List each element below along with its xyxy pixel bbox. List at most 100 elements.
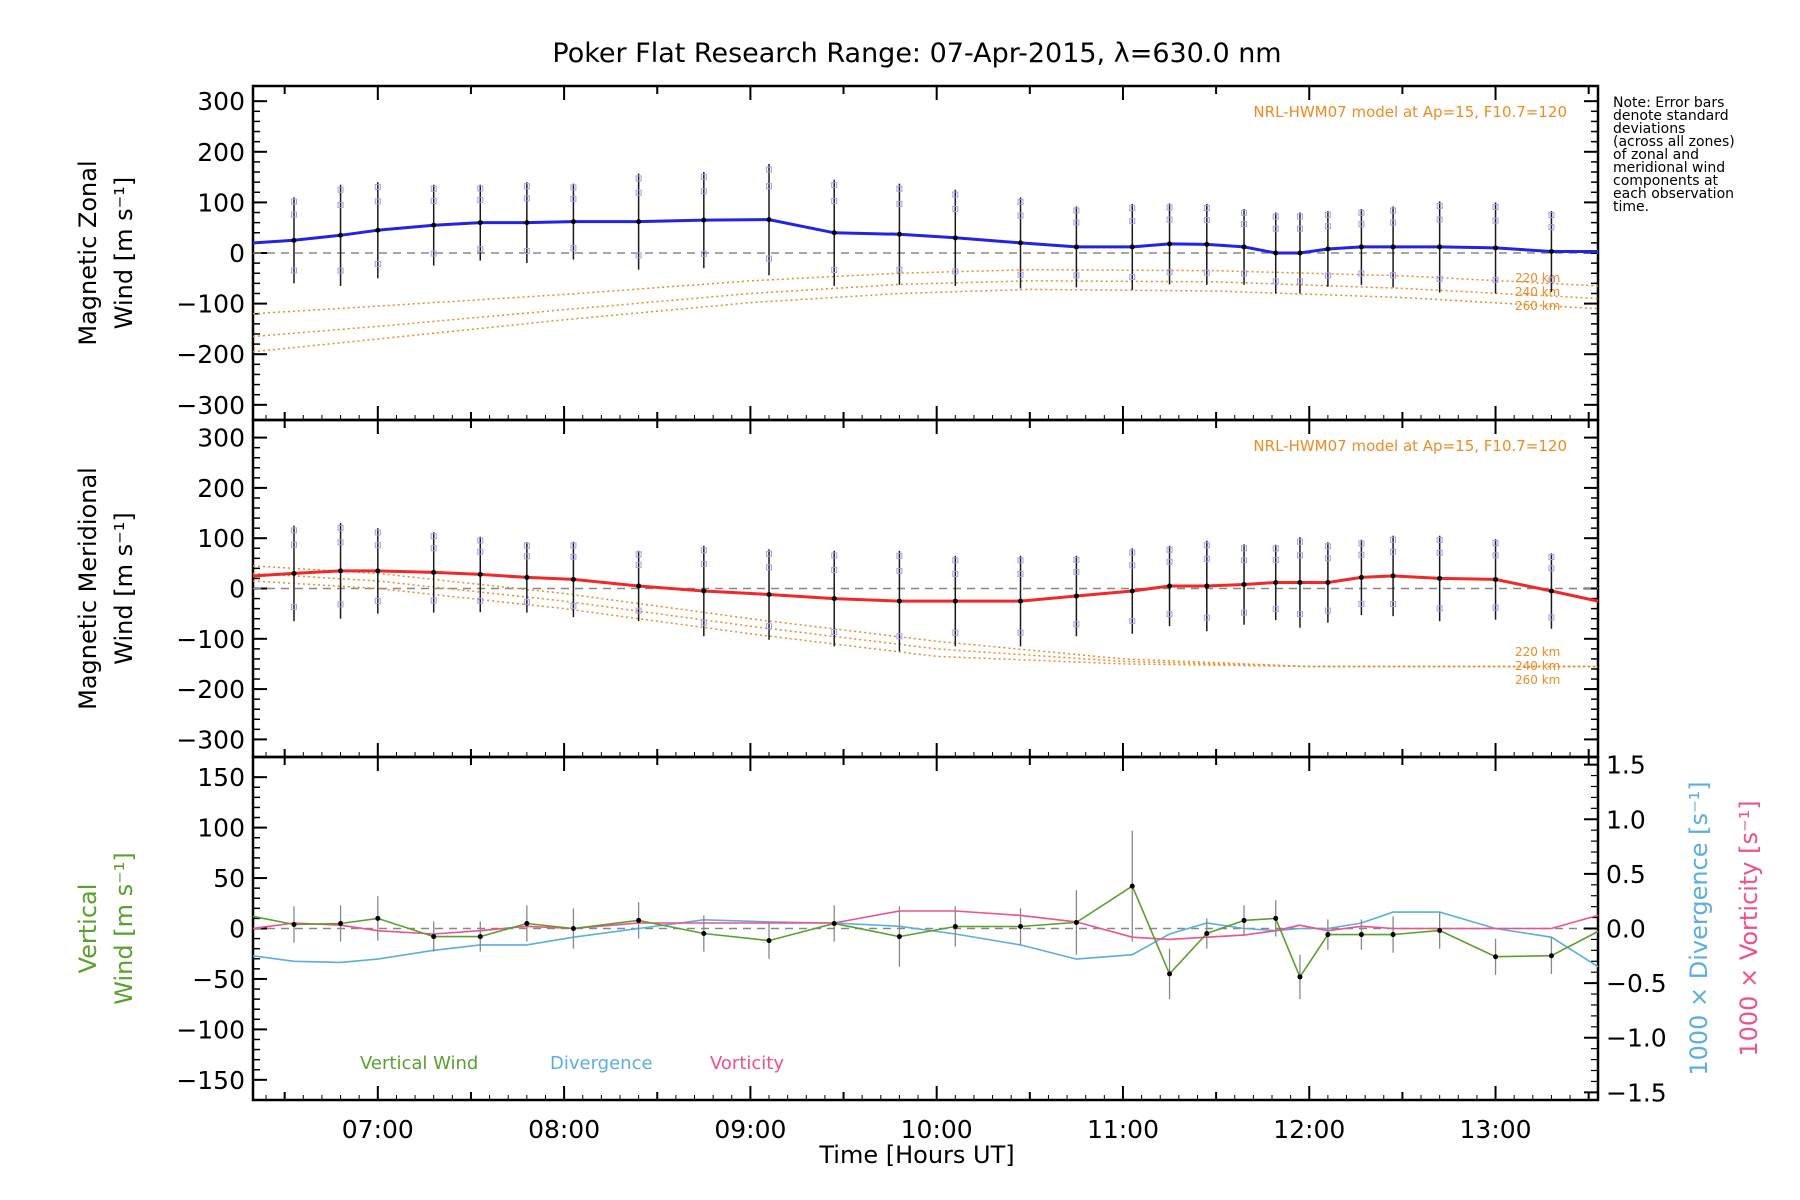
zone-marker (1296, 225, 1303, 232)
zone-marker (430, 597, 437, 604)
zone-marker (290, 267, 297, 274)
data-point (1548, 588, 1554, 594)
data-point (1129, 588, 1135, 594)
zone-marker (1129, 549, 1136, 556)
model-curve-260km (252, 288, 1599, 353)
zone-marker (337, 201, 344, 208)
legend-item: Vorticity (710, 1053, 784, 1074)
zone-marker (1324, 223, 1331, 230)
y-tick-label: 300 (197, 424, 245, 453)
data-point (477, 571, 483, 577)
zone-marker (1272, 556, 1279, 563)
data-point (766, 592, 772, 598)
zone-marker (290, 603, 297, 610)
data-point (831, 596, 837, 602)
data-point (896, 598, 902, 604)
model-label: NRL-HWM07 model at Ap=15, F10.7=120 (1253, 437, 1567, 455)
y-tick-label: −150 (176, 1066, 245, 1095)
y-axis-label: Magnetic Zonal Wind [m s⁻¹] (74, 160, 138, 345)
zone-marker (896, 266, 903, 273)
zone-marker (1390, 601, 1397, 608)
model-height-label: 240 km (1515, 659, 1560, 673)
zone-marker (1166, 216, 1173, 223)
y-tick-label: 0 (229, 239, 245, 268)
y-tick-label: 300 (197, 87, 245, 116)
zone-marker (1073, 272, 1080, 279)
vorticity-line (252, 910, 1599, 941)
zone-marker (1272, 545, 1279, 552)
zone-marker (1017, 570, 1024, 577)
data-point (570, 576, 576, 582)
zone-marker (952, 570, 959, 577)
data-point (570, 219, 576, 225)
data-point (1390, 244, 1396, 250)
note-line: each observation (1613, 186, 1734, 202)
data-point (831, 230, 837, 236)
x-tick-label: 09:00 (714, 1115, 786, 1144)
zone-marker (523, 183, 530, 190)
zone-marker (635, 175, 642, 182)
zone-marker (374, 542, 381, 549)
data-point (524, 574, 530, 580)
data-point (1073, 919, 1079, 925)
zone-marker (1548, 565, 1555, 572)
model-curve-240km (252, 280, 1599, 338)
y-tick-label: −300 (176, 391, 245, 420)
data-point (1241, 917, 1247, 923)
data-point (570, 926, 576, 931)
model-height-label: 220 km (1515, 645, 1560, 659)
data-point (1358, 932, 1364, 938)
zone-marker (1203, 555, 1210, 562)
y-tick-label: 100 (197, 524, 245, 553)
zone-marker (337, 524, 344, 531)
y2-tick-label: 1.5 (1606, 751, 1646, 780)
y-tick-label: −50 (192, 965, 245, 994)
x-tick-label: 11:00 (1087, 1115, 1159, 1144)
y-axis-label: Magnetic Meridional Wind [m s⁻¹] (74, 467, 138, 710)
zone-marker (1073, 556, 1080, 563)
zone-marker (952, 629, 959, 636)
zone-marker (1017, 212, 1024, 219)
zone-marker (1241, 221, 1248, 228)
data-point (291, 570, 297, 576)
y-tick-label: −200 (176, 675, 245, 704)
zone-marker (1548, 212, 1555, 219)
zone-marker (1272, 605, 1279, 612)
zone-marker (1436, 275, 1443, 282)
data-point (1018, 598, 1024, 604)
zone-marker (523, 599, 530, 606)
note-line: components at (1613, 173, 1719, 189)
note-line: deviations (1613, 121, 1685, 137)
zone-marker (1129, 205, 1136, 212)
zone-marker (1166, 558, 1173, 565)
note-line: of zonal and (1613, 147, 1699, 163)
data-point (1493, 954, 1499, 960)
data-point (375, 915, 381, 921)
zone-marker (570, 195, 577, 202)
data-point (1129, 883, 1135, 889)
zone-marker (831, 552, 838, 559)
zone-marker (700, 560, 707, 567)
zone-marker (1390, 548, 1397, 555)
y-tick-label: 150 (197, 763, 245, 792)
zone-marker (570, 245, 577, 252)
zone-marker (570, 602, 577, 609)
zone-marker (1548, 224, 1555, 231)
zone-marker (1492, 604, 1499, 611)
data-point (1073, 244, 1079, 250)
zone-marker (1017, 557, 1024, 564)
y2-axis-label-divergence: 1000 × Divergence [s⁻¹] (1685, 781, 1713, 1075)
data-point (701, 931, 707, 937)
data-point (1297, 579, 1303, 585)
data-point (1167, 241, 1173, 247)
data-point (524, 920, 530, 926)
zone-marker (290, 527, 297, 534)
data-point (1358, 244, 1364, 250)
y-tick-label: −200 (176, 340, 245, 369)
data-point (1204, 583, 1210, 589)
data-point (477, 220, 483, 226)
data-point (1018, 240, 1024, 246)
zone-marker (1358, 600, 1365, 607)
y2-tick-label: −1.5 (1606, 1078, 1667, 1107)
zone-marker (374, 198, 381, 205)
